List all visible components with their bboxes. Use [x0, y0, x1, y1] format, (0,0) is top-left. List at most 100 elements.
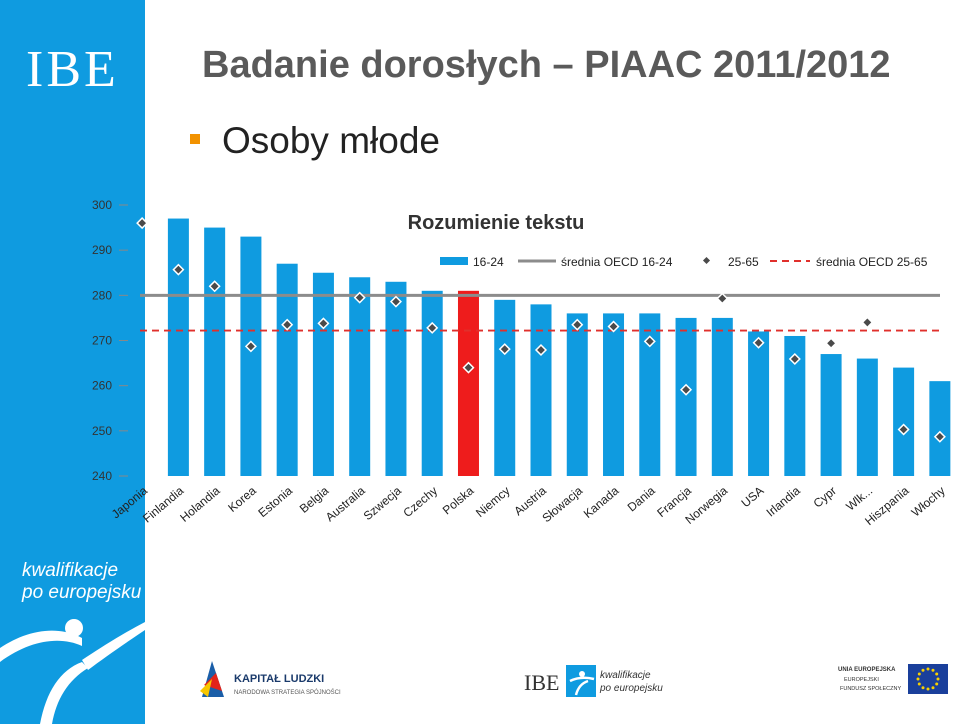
marker-25-65 — [897, 423, 910, 436]
bar — [784, 335, 806, 476]
kl-subtitle: NARODOWA STRATEGIA SPÓJNOŚCI — [234, 688, 341, 696]
bar — [530, 304, 552, 476]
bar — [349, 277, 371, 476]
x-tick-label: Kanada — [581, 483, 622, 521]
legend-label-25-65: 25-65 — [728, 255, 759, 269]
x-tick-label: Szwecja — [361, 483, 404, 523]
marker-25-65 — [752, 336, 765, 349]
x-tick-label: Wlk... — [843, 484, 875, 514]
marker-25-65 — [244, 340, 257, 353]
bar — [421, 290, 443, 476]
bar — [893, 367, 915, 476]
x-tick-label: Finlandia — [140, 483, 187, 525]
bar — [566, 313, 588, 476]
x-tick-label: Niemcy — [473, 484, 513, 520]
eu-logo: UNIA EUROPEJSKA EUROPEJSKI FUNDUSZ SPOŁE… — [838, 664, 948, 694]
footer-kpe-line2: po europejsku — [599, 683, 663, 694]
kapital-ludzki-logo: KAPITAŁ LUDZKI NARODOWA STRATEGIA SPÓJNO… — [200, 661, 341, 697]
x-tick-label: Dania — [625, 483, 658, 514]
marker-25-65 — [861, 316, 874, 329]
bar — [820, 354, 842, 476]
bar-chart: 240 250 260 270 280 290 300 JaponiaFinlandiaHo… — [92, 198, 951, 528]
bar — [929, 381, 951, 476]
bar — [385, 281, 407, 476]
bar — [204, 227, 226, 476]
marker-25-65 — [208, 280, 221, 293]
slide-title: Badanie dorosłych – PIAAC 2011/2012 — [202, 44, 891, 86]
marker-25-65 — [933, 430, 946, 443]
y-axis: 240 250 260 270 280 290 300 — [92, 198, 128, 483]
marker-25-65 — [281, 318, 294, 331]
marker-25-65 — [317, 317, 330, 330]
bar — [276, 263, 298, 476]
footer-ibe-text: IBE — [524, 670, 559, 695]
marker-25-65 — [534, 343, 548, 356]
eu-line2: EUROPEJSKI — [844, 677, 879, 683]
markers-group — [136, 217, 946, 443]
x-tick-label: Polska — [440, 483, 477, 517]
marker-25-65 — [498, 343, 511, 356]
marker-25-65 — [389, 295, 402, 308]
y-tick-label: 260 — [92, 379, 112, 393]
x-tick-label: Słowacja — [539, 483, 585, 525]
marker-25-65 — [788, 353, 801, 366]
eu-line1: UNIA EUROPEJSKA — [838, 667, 896, 673]
swoosh-figure-icon — [0, 619, 145, 724]
y-tick-label: 290 — [92, 243, 112, 257]
marker-25-65 — [643, 335, 656, 348]
bar — [603, 313, 625, 476]
legend-bar-swatch — [440, 257, 468, 265]
bar — [748, 331, 770, 476]
footer-logos: KAPITAŁ LUDZKI NARODOWA STRATEGIA SPÓJNO… — [0, 650, 959, 724]
marker-25-65 — [716, 292, 729, 305]
legend-label-mean-25-65: średnia OECD 25-65 — [816, 255, 928, 269]
footer-kpe-line1: kwalifikacje — [600, 670, 651, 681]
marker-25-65 — [426, 321, 439, 334]
x-tick-label: Cypr — [811, 484, 839, 511]
marker-25-65 — [607, 320, 620, 333]
bar — [240, 236, 262, 476]
bar — [675, 317, 697, 476]
tagline-line1: kwalifikacje — [22, 560, 119, 581]
chart-legend: 16-24 średnia OECD 16-24 25-65 średnia O… — [440, 255, 928, 269]
bar — [167, 218, 189, 477]
x-tick-label: USA — [739, 484, 767, 511]
tagline-line2: po europejsku — [22, 582, 142, 603]
marker-25-65 — [353, 291, 366, 304]
marker-25-65 — [172, 263, 185, 276]
bar — [312, 272, 334, 476]
x-tick-label: Australia — [323, 483, 368, 524]
x-tick-label: Estonia — [255, 483, 295, 520]
bar — [457, 290, 479, 476]
marker-25-65 — [136, 217, 149, 230]
kl-title: KAPITAŁ LUDZKI — [234, 673, 324, 685]
bar — [639, 313, 661, 476]
x-tick-label: Czechy — [400, 484, 440, 520]
marker-25-65 — [571, 318, 584, 331]
ibe-logo: IBE — [26, 41, 119, 98]
x-tick-label: Korea — [225, 483, 259, 515]
sidebar-tagline: kwalifikacje po europejsku — [22, 560, 141, 604]
marker-25-65 — [825, 337, 838, 350]
y-tick-label: 270 — [92, 334, 112, 348]
bar — [494, 299, 516, 476]
y-tick-label: 240 — [92, 469, 112, 483]
bar — [711, 317, 733, 476]
ibe-kpe-logo: IBE kwalifikacje po europejsku — [524, 665, 663, 697]
eu-line3: FUNDUSZ SPOŁECZNY — [840, 686, 901, 692]
marker-25-65 — [462, 361, 475, 374]
x-tick-label: Irlandia — [764, 483, 803, 519]
x-tick-label: Włochy — [909, 484, 948, 520]
chart-title: Rozumienie tekstu — [408, 212, 585, 234]
legend-label-mean-16-24: średnia OECD 16-24 — [561, 255, 673, 269]
x-tick-label: Holandia — [177, 483, 223, 524]
bullet-square-icon — [190, 134, 200, 144]
y-tick-label: 280 — [92, 288, 112, 302]
slide-subtitle: Osoby młode — [222, 120, 440, 161]
sidebar: IBE kwalifikacje po europejsku — [0, 0, 145, 724]
y-tick-label: 250 — [92, 424, 112, 438]
legend-label-16-24: 16-24 — [473, 255, 504, 269]
bar — [856, 358, 878, 476]
legend-marker-swatch — [702, 256, 711, 265]
